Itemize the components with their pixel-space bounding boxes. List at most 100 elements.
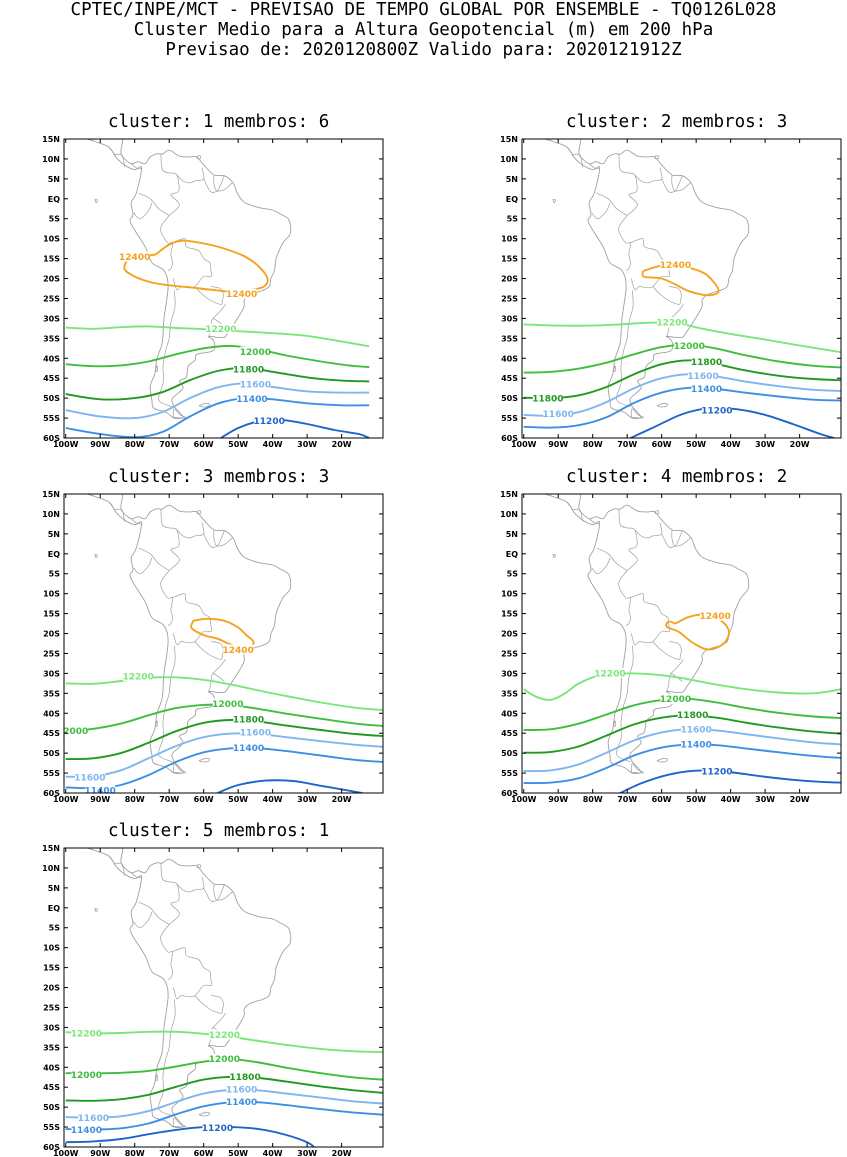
contour-label-11600: 11600: [78, 1114, 109, 1124]
country-border: [194, 995, 224, 1014]
lat-tick-label: 40S: [501, 354, 518, 363]
island: [94, 908, 98, 913]
contour-label-11600: 11600: [240, 380, 271, 390]
header-line-3: Previsao de: 2020120800Z Valido para: 20…: [165, 40, 682, 60]
lat-tick-label: 10N: [42, 510, 60, 519]
country-border: [670, 304, 684, 320]
contour-label-11400: 11400: [236, 395, 267, 405]
contour-11400: [65, 1100, 383, 1131]
lon-tick-label: 20W: [332, 795, 352, 804]
island: [154, 365, 158, 372]
country-border: [618, 154, 638, 216]
lat-tick-label: 10N: [42, 864, 60, 873]
country-border: [212, 1013, 226, 1029]
lat-tick-label: 35S: [43, 689, 60, 698]
contour-label-bg: [209, 1029, 240, 1040]
country-border: [208, 673, 225, 692]
lat-tick-label: 5S: [507, 570, 519, 579]
header-line-2: Cluster Medio para a Altura Geopotencial…: [133, 20, 714, 40]
island: [552, 199, 556, 204]
contour-label-11600: 11600: [543, 410, 574, 420]
country-border: [566, 501, 574, 511]
contour-label-11400: 11400: [71, 1126, 102, 1136]
lon-tick-label: 30W: [297, 1149, 317, 1157]
lat-tick-label: 25S: [501, 294, 518, 303]
island: [196, 864, 202, 869]
country-border: [652, 641, 682, 660]
country-border: [160, 154, 180, 216]
country-border: [591, 202, 611, 220]
lon-tick-label: 90W: [90, 795, 110, 804]
map-area: 12400 12400 12200 12000 11800 11600 11400 11200: [65, 139, 370, 438]
contour-label-bg: [71, 1124, 102, 1135]
lon-tick-label: 30W: [755, 795, 775, 804]
coastline: [85, 139, 292, 419]
contour-label-12000: 12000: [660, 695, 691, 705]
lat-tick-label: 35S: [501, 689, 518, 698]
lon-tick-label: 40W: [721, 795, 741, 804]
cluster-4-title: cluster: 4 membros: 2: [566, 467, 788, 487]
lat-tick-label: 35S: [43, 334, 60, 343]
lon-tick-label: 40W: [263, 1149, 283, 1157]
country-border: [160, 570, 174, 626]
contour-11600: [65, 1088, 383, 1119]
country-border: [596, 547, 628, 571]
country-border: [213, 883, 225, 901]
lat-tick-label: 55S: [501, 414, 518, 423]
contour-12200: [523, 321, 841, 354]
lat-tick-label: 55S: [43, 769, 60, 778]
lat-tick-label: 45S: [501, 729, 518, 738]
country-border: [172, 593, 213, 646]
lat-tick-label: 10S: [43, 235, 60, 244]
lat-tick-label: 45S: [43, 729, 60, 738]
contour-11400: [65, 396, 370, 438]
lat-tick-label: 5S: [507, 215, 519, 224]
lat-tick-label: 25S: [501, 649, 518, 658]
lon-tick-label: 40W: [721, 440, 741, 449]
lon-tick-label: 80W: [583, 440, 603, 449]
contour-label-bg: [594, 668, 625, 679]
lon-tick-label: 30W: [297, 440, 317, 449]
lat-tick-label: 45S: [501, 374, 518, 383]
country-border: [670, 659, 684, 675]
lon-tick-label: 70W: [617, 440, 637, 449]
lat-tick-label: 15S: [501, 610, 518, 619]
contour-label-bg: [240, 379, 271, 390]
contour-label-bg: [240, 727, 271, 738]
island: [172, 763, 186, 774]
lat-tick-label: 25S: [43, 1003, 60, 1012]
contour-label-bg: [240, 346, 271, 357]
island: [154, 720, 158, 727]
country-border: [130, 518, 143, 525]
lon-tick-label: 70W: [159, 440, 179, 449]
cluster-5-title: cluster: 5 membros: 1: [108, 821, 330, 841]
country-border: [176, 167, 205, 184]
lat-tick-label: 30S: [43, 314, 60, 323]
contour-label-bg: [700, 610, 731, 621]
lat-tick-label: 5N: [48, 884, 60, 893]
lat-tick-label: 10N: [42, 155, 60, 164]
contour-label-bg: [233, 714, 264, 725]
contour-label-bg: [660, 693, 691, 704]
lon-tick-label: 90W: [548, 440, 568, 449]
contour-label-bg: [233, 742, 264, 753]
lon-tick-label: 80W: [583, 795, 603, 804]
country-border: [114, 862, 126, 876]
lon-tick-label: 90W: [90, 1149, 110, 1157]
contour-label-bg: [674, 340, 705, 351]
contour-11200: [217, 779, 363, 793]
cluster-5-plot: 12200 12200 12000 12000 11800 11600 11600 11400…: [42, 844, 384, 1157]
country-border: [160, 924, 174, 980]
contour-label-bg: [236, 393, 267, 404]
country-border: [566, 146, 574, 156]
lat-tick-label: 30S: [501, 314, 518, 323]
island: [612, 365, 616, 372]
lat-tick-label: EQ: [48, 550, 60, 559]
island: [196, 155, 202, 160]
country-border: [130, 163, 143, 170]
lon-tick-label: 60W: [194, 1149, 214, 1157]
lat-tick-label: 10S: [43, 590, 60, 599]
cluster-1-title: cluster: 1 membros: 6: [108, 112, 330, 132]
contour-11800: [523, 714, 841, 754]
lat-tick-label: 10S: [43, 944, 60, 953]
